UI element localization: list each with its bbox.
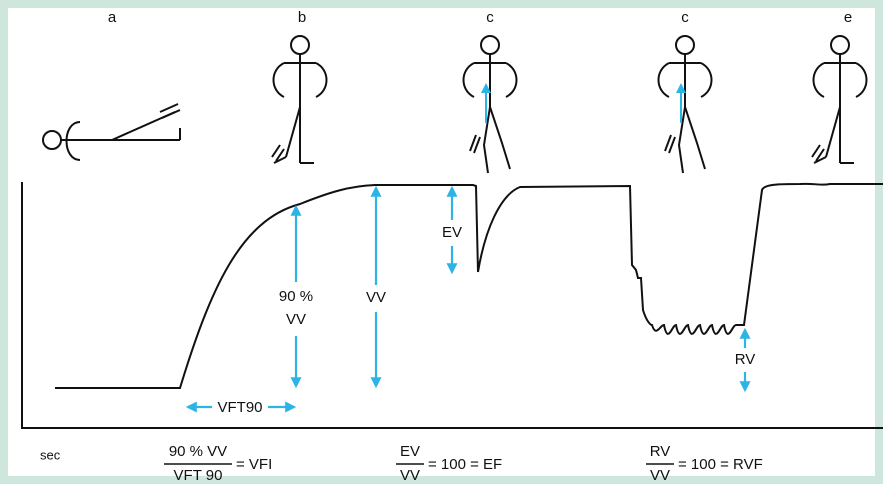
formula-denominator: VV bbox=[650, 467, 670, 484]
formula-numerator: 90 % VV bbox=[169, 443, 227, 460]
formula-numerator: EV bbox=[400, 443, 420, 460]
annotation: VV bbox=[286, 311, 306, 328]
volume-curve bbox=[55, 182, 883, 389]
formula-denominator: VV bbox=[400, 467, 420, 484]
annotation: VFT90 bbox=[217, 399, 262, 416]
formula-denominator: VFT 90 bbox=[174, 467, 223, 484]
lying-figure bbox=[42, 103, 181, 161]
panel-label: a bbox=[108, 9, 117, 26]
panel-label: c bbox=[486, 9, 494, 26]
formula-numerator: RV bbox=[650, 443, 671, 460]
annotation: RV bbox=[735, 351, 756, 368]
formula-result: = 100 = EF bbox=[428, 456, 502, 473]
time-unit: sec bbox=[40, 447, 61, 462]
panel-label: e bbox=[844, 9, 852, 26]
formula-result: = 100 = RVF bbox=[678, 456, 763, 473]
annotation: 90 % bbox=[279, 288, 313, 305]
panel bbox=[8, 8, 875, 476]
annotation: EV bbox=[442, 224, 462, 241]
panel-label: c bbox=[681, 9, 689, 26]
annotation: VV bbox=[366, 289, 386, 306]
panel-label: b bbox=[298, 9, 306, 26]
formula-result: = VFI bbox=[236, 456, 272, 473]
